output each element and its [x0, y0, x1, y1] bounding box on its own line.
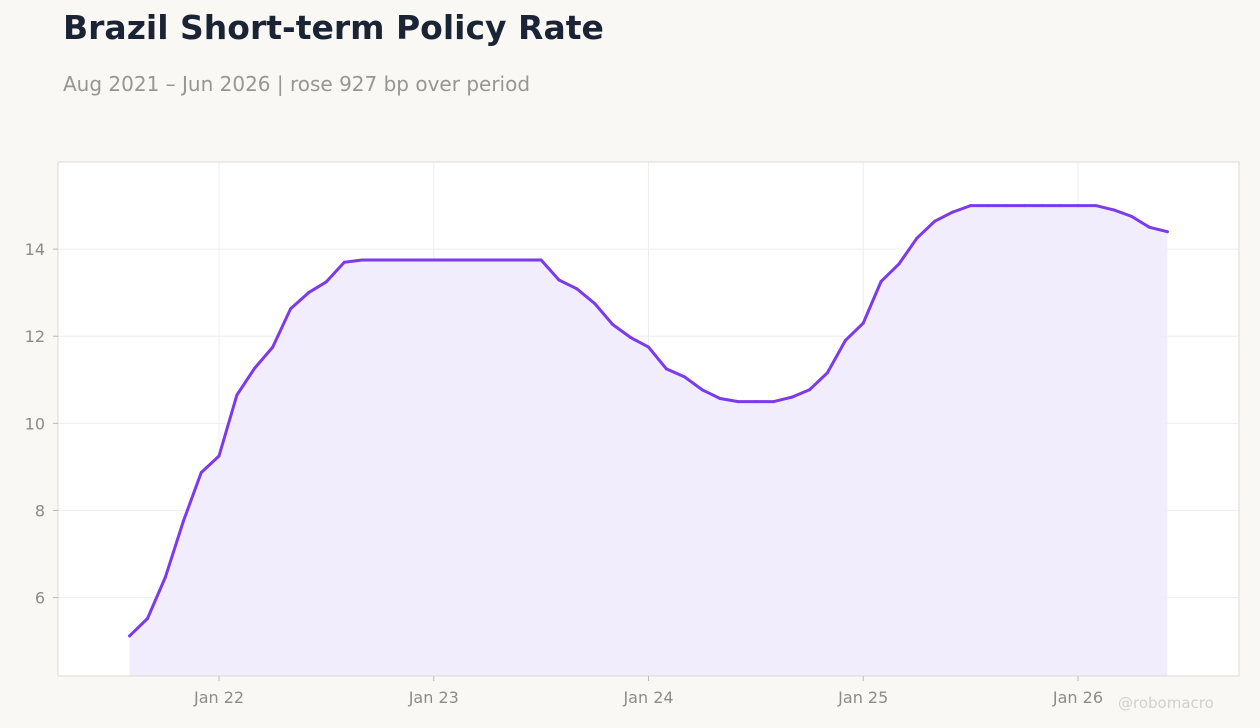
chart-title: Brazil Short-term Policy Rate [63, 8, 604, 47]
data-point-2023-03 [468, 258, 472, 262]
chart-subtitle: Aug 2021 – Jun 2026 | rose 927 bp over p… [63, 72, 531, 96]
data-point-2021-08 [128, 634, 132, 638]
data-point-2021-12 [199, 471, 203, 475]
data-point-2024-10 [808, 388, 811, 392]
data-point-2025-11 [1040, 204, 1044, 208]
data-point-2026-05 [1148, 225, 1151, 229]
y-tick-label: 8 [35, 501, 45, 520]
y-axis: 6 8 10 12 14 [25, 240, 58, 608]
data-point-2025-09 [1004, 204, 1008, 208]
data-point-2025-04 [915, 236, 919, 240]
y-tick-label: 6 [35, 589, 45, 608]
data-point-2025-07 [969, 204, 973, 208]
data-point-2021-09 [146, 617, 149, 620]
y-tick-label: 14 [25, 240, 45, 259]
y-tick-label: 10 [25, 414, 45, 433]
data-point-2024-09 [790, 395, 794, 399]
data-point-2026-03 [1112, 208, 1116, 212]
data-point-2023-11 [611, 323, 615, 326]
data-point-2024-04 [700, 388, 704, 392]
x-tick-label: Jan 23 [408, 688, 459, 707]
data-point-2024-12 [843, 339, 847, 343]
data-point-2025-01 [861, 321, 865, 325]
data-point-2022-01 [217, 454, 221, 458]
data-point-2024-01 [647, 345, 650, 349]
data-point-2022-12 [414, 258, 418, 262]
data-point-2025-06 [951, 210, 955, 214]
data-point-2022-08 [342, 260, 346, 264]
data-point-2024-03 [682, 375, 686, 379]
data-point-2023-09 [575, 287, 579, 291]
data-point-2025-10 [1022, 204, 1026, 208]
data-point-2025-02 [879, 279, 883, 283]
x-tick-label: Jan 24 [622, 688, 673, 707]
data-point-2022-09 [360, 258, 364, 262]
x-axis: Jan 22 Jan 23 Jan 24 Jan 25 Jan 26 [193, 676, 1103, 707]
data-point-2022-11 [396, 258, 400, 262]
data-point-2026-02 [1094, 204, 1098, 208]
data-point-2024-06 [736, 400, 740, 404]
data-point-2025-12 [1058, 204, 1062, 208]
data-point-2021-10 [163, 575, 167, 579]
series-area-fill [129, 205, 1168, 676]
y-tick-label: 12 [25, 327, 45, 346]
data-point-2022-04 [271, 345, 275, 349]
data-point-2025-08 [987, 204, 990, 208]
x-tick-label: Jan 25 [837, 688, 888, 707]
data-point-2023-10 [593, 302, 597, 306]
data-point-2026-06 [1165, 230, 1169, 234]
data-point-2023-12 [629, 336, 633, 339]
data-point-2026-01 [1076, 204, 1080, 208]
data-point-2023-06 [521, 258, 525, 262]
x-tick-label: Jan 22 [193, 688, 244, 707]
data-point-2025-05 [933, 219, 937, 223]
x-tick-label: Jan 26 [1052, 688, 1103, 707]
series-points [128, 204, 1169, 638]
data-point-2024-05 [718, 397, 722, 400]
data-point-2022-02 [235, 393, 239, 397]
data-point-2026-04 [1130, 214, 1134, 218]
data-point-2023-04 [486, 258, 489, 262]
data-point-2025-03 [897, 262, 901, 266]
data-point-2024-11 [825, 371, 829, 375]
data-point-2022-05 [289, 307, 293, 311]
data-point-2023-01 [432, 258, 436, 262]
data-point-2023-05 [503, 258, 507, 262]
data-point-2022-10 [378, 258, 382, 262]
data-point-2024-02 [664, 367, 668, 371]
data-point-2022-06 [307, 291, 310, 295]
data-point-2022-07 [324, 280, 328, 284]
data-point-2024-08 [772, 400, 776, 404]
data-point-2023-07 [539, 258, 543, 262]
data-point-2022-03 [253, 366, 257, 370]
data-point-2024-07 [754, 400, 758, 404]
data-point-2023-02 [450, 258, 454, 262]
watermark: @robomacro [1118, 694, 1214, 712]
data-point-2021-11 [181, 519, 185, 523]
data-point-2023-08 [557, 278, 561, 282]
